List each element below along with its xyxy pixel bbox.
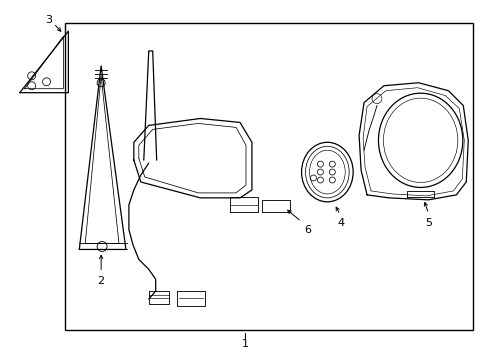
Text: 6: 6 [304,225,310,235]
Bar [65,23,471,330]
Text: 1: 1 [241,339,248,349]
Text: 3: 3 [45,15,52,25]
Text: 2: 2 [97,276,104,286]
Text: 4: 4 [337,218,344,228]
Text: 5: 5 [424,218,431,228]
